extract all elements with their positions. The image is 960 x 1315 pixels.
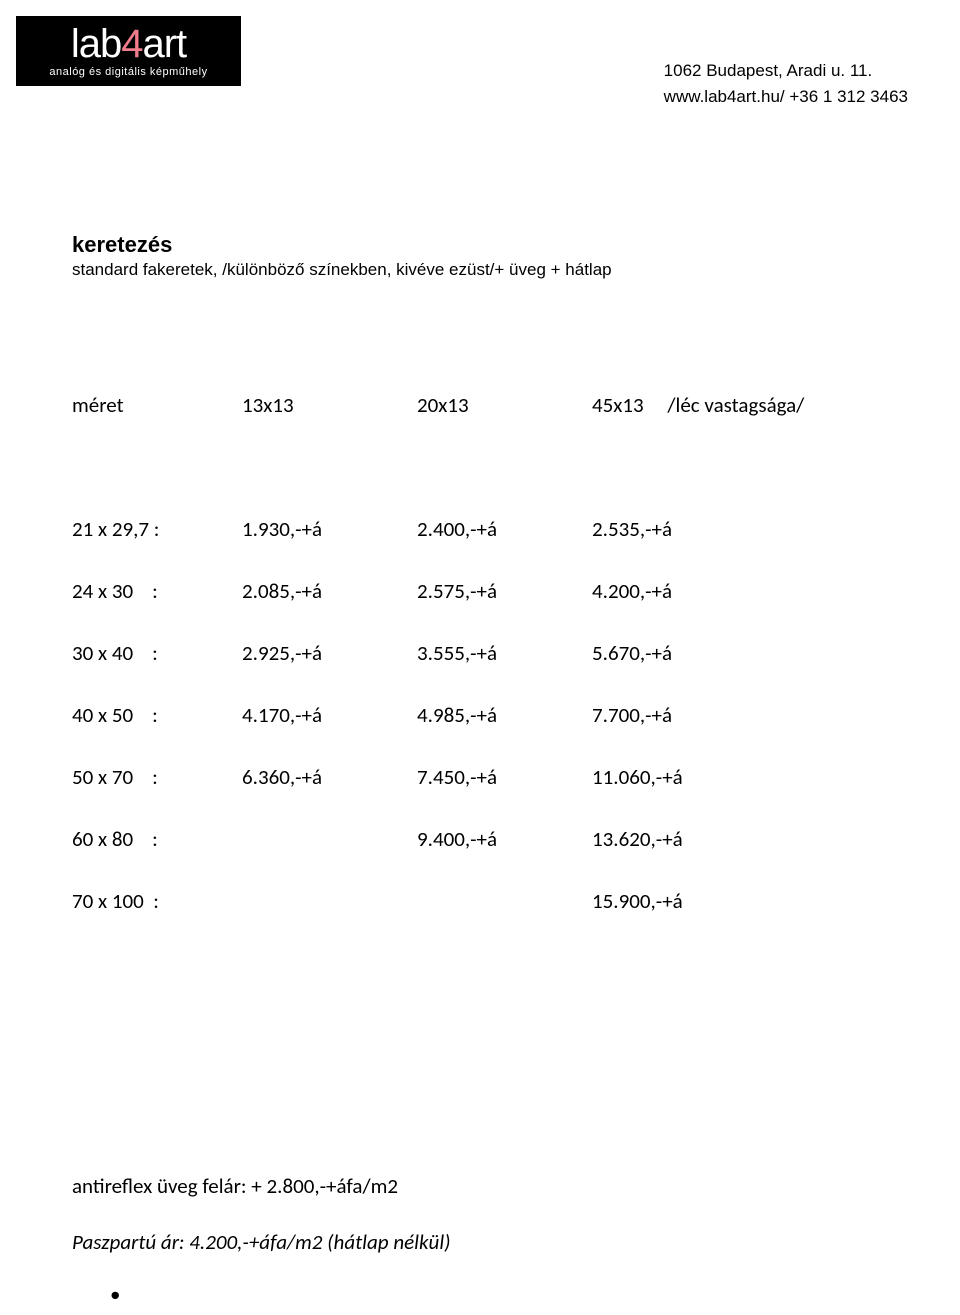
logo: lab4art analóg és digitális képműhely bbox=[16, 16, 241, 86]
header-c4: 45x13 /léc vastagsága/ bbox=[592, 392, 804, 418]
cell: 2.085,-+á bbox=[242, 578, 417, 604]
cell: 4.200,-+á bbox=[592, 578, 672, 604]
cell bbox=[242, 888, 417, 914]
table-row: 40 x 50 : 4.170,-+á 4.985,-+á 7.700,-+á bbox=[72, 702, 908, 728]
table-row: 24 x 30 : 2.085,-+á 2.575,-+á 4.200,-+á bbox=[72, 578, 908, 604]
cell bbox=[417, 888, 592, 914]
cell: 7.700,-+á bbox=[592, 702, 672, 728]
cell: 2.400,-+á bbox=[417, 516, 592, 542]
cell bbox=[242, 826, 417, 852]
cell: 2.535,-+á bbox=[592, 516, 672, 542]
logo-four: 4 bbox=[121, 22, 142, 66]
cell: 3.555,-+á bbox=[417, 640, 592, 666]
cell: 9.400,-+á bbox=[417, 826, 592, 852]
logo-sub: analóg és digitális képműhely bbox=[49, 66, 207, 78]
footer-line2: Paszpartú ár: 4.200,-+áfa/m2 (hátlap nél… bbox=[72, 1229, 908, 1255]
cell: 13.620,-+á bbox=[592, 826, 683, 852]
cell: 15.900,-+á bbox=[592, 888, 683, 914]
cell-size: 60 x 80 : bbox=[72, 826, 242, 852]
cell-size: 40 x 50 : bbox=[72, 702, 242, 728]
page-subtitle: standard fakeretek, /különböző színekben… bbox=[72, 260, 612, 280]
header-c1: méret bbox=[72, 392, 242, 418]
contact-block: 1062 Budapest, Aradi u. 11. www.lab4art.… bbox=[664, 58, 908, 109]
cell-size: 30 x 40 : bbox=[72, 640, 242, 666]
header-c2: 13x13 bbox=[242, 392, 417, 418]
cell: 11.060,-+á bbox=[592, 764, 683, 790]
cell: 1.930,-+á bbox=[242, 516, 417, 542]
cell: 5.670,-+á bbox=[592, 640, 672, 666]
footer: antireflex üveg felár: + 2.800,-+áfa/m2 … bbox=[72, 1173, 908, 1255]
cell-size: 24 x 30 : bbox=[72, 578, 242, 604]
cell: 2.925,-+á bbox=[242, 640, 417, 666]
cell: 4.985,-+á bbox=[417, 702, 592, 728]
bullet-icon: • bbox=[110, 1281, 120, 1307]
cell-size: 70 x 100 : bbox=[72, 888, 242, 914]
footer-line1: antireflex üveg felár: + 2.800,-+áfa/m2 bbox=[72, 1173, 908, 1199]
page-title: keretezés bbox=[72, 232, 172, 258]
cell: 6.360,-+á bbox=[242, 764, 417, 790]
page: lab4art analóg és digitális képműhely 10… bbox=[0, 0, 960, 1315]
logo-pre: lab bbox=[71, 22, 121, 66]
table-row: 50 x 70 : 6.360,-+á 7.450,-+á 11.060,-+á bbox=[72, 764, 908, 790]
price-table: méret 13x13 20x13 45x13 /léc vastagsága/… bbox=[72, 392, 908, 950]
cell-size: 21 x 29,7 : bbox=[72, 516, 242, 542]
table-row: 60 x 80 : 9.400,-+á 13.620,-+á bbox=[72, 826, 908, 852]
cell: 7.450,-+á bbox=[417, 764, 592, 790]
contact-line1: 1062 Budapest, Aradi u. 11. bbox=[664, 58, 908, 84]
table-header: méret 13x13 20x13 45x13 /léc vastagsága/ bbox=[72, 392, 908, 418]
header-c3: 20x13 bbox=[417, 392, 592, 418]
contact-line2: www.lab4art.hu/ +36 1 312 3463 bbox=[664, 84, 908, 110]
logo-main: lab4art bbox=[71, 24, 186, 64]
cell-size: 50 x 70 : bbox=[72, 764, 242, 790]
cell: 4.170,-+á bbox=[242, 702, 417, 728]
table-row: 30 x 40 : 2.925,-+á 3.555,-+á 5.670,-+á bbox=[72, 640, 908, 666]
table-row: 70 x 100 : 15.900,-+á bbox=[72, 888, 908, 914]
cell: 2.575,-+á bbox=[417, 578, 592, 604]
logo-post: art bbox=[142, 22, 186, 66]
table-row: 21 x 29,7 : 1.930,-+á 2.400,-+á 2.535,-+… bbox=[72, 516, 908, 542]
